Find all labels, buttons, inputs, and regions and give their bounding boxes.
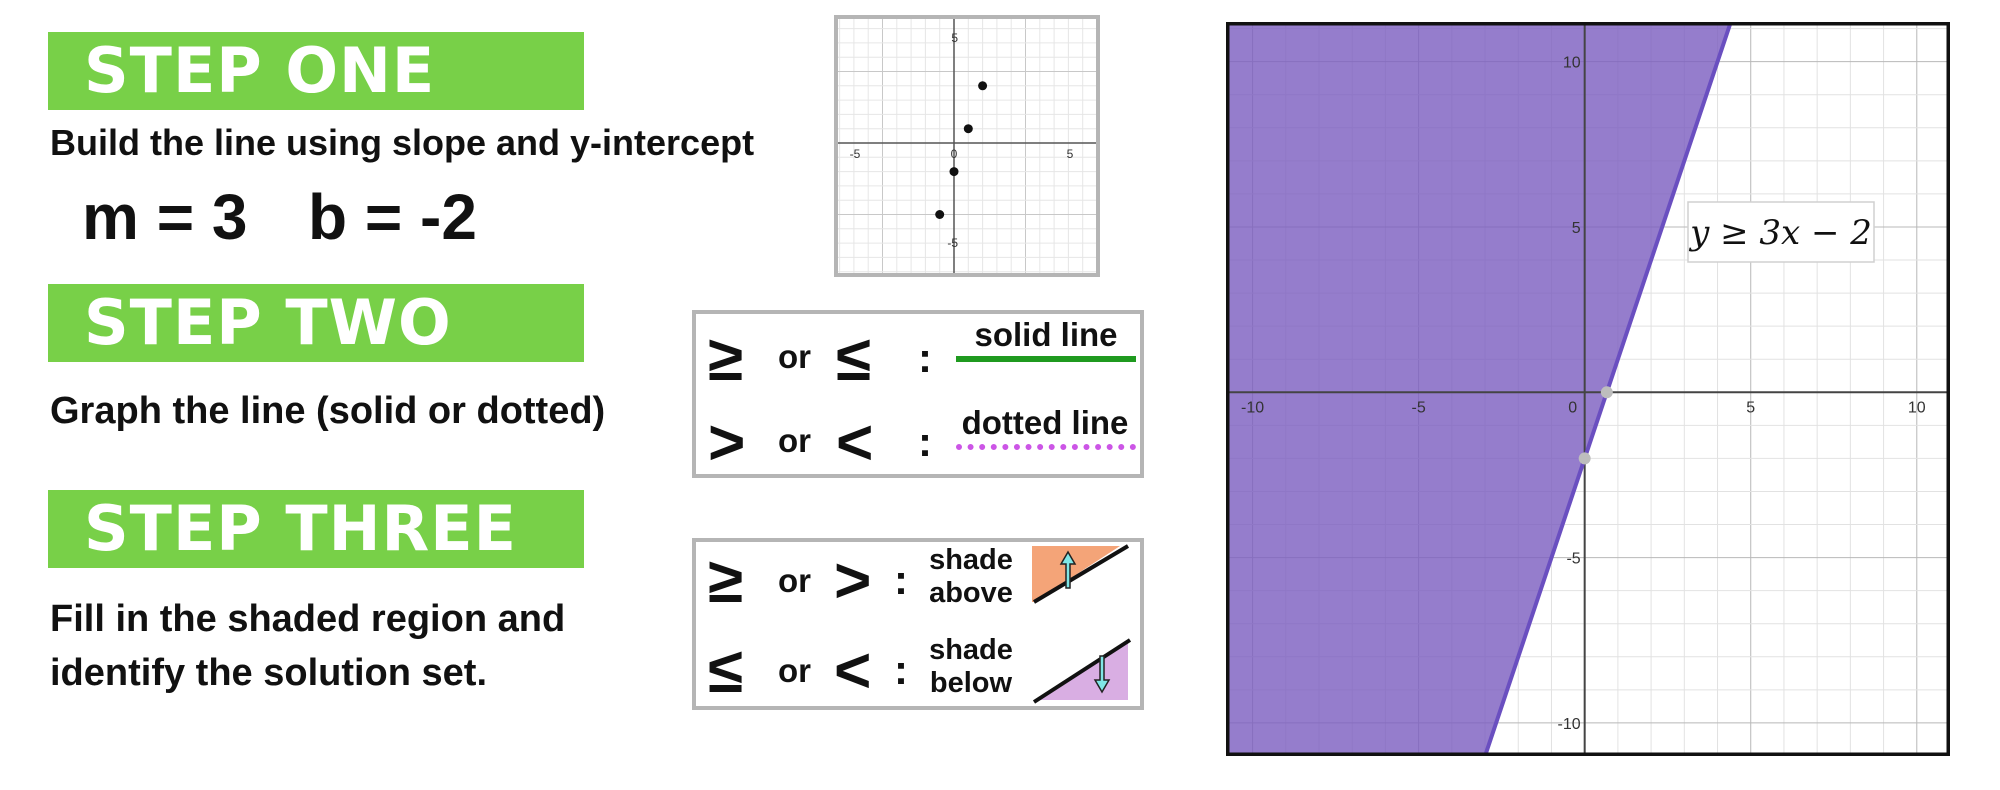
small-tick-x-0: 0 [951, 147, 958, 161]
shade-below-label: shade below [916, 634, 1026, 700]
tick-y-5: 5 [1572, 220, 1581, 237]
small-graph: -5 0 5 5 -5 [834, 15, 1100, 277]
boundary-point [1600, 386, 1613, 399]
shade-above-label: shade above [916, 544, 1026, 610]
dotted-line-sample [956, 444, 1136, 450]
gt-symbol: > [834, 544, 872, 616]
step-two-banner: STEP TWO [48, 284, 584, 362]
small-tick-x-neg5: -5 [850, 147, 861, 161]
le-symbol: ≤ [708, 634, 744, 706]
step-two-title: STEP TWO [84, 286, 452, 359]
or-label: or [778, 422, 811, 459]
inequality-label: y ≥ 3x − 2 [1688, 213, 1872, 253]
step-three-text-line2: identify the solution set. [50, 652, 488, 694]
ge-symbol: ≥ [708, 544, 744, 616]
small-tick-y-5: 5 [951, 31, 958, 45]
ge-symbol: ≥ [708, 322, 744, 394]
tick-x-neg5: -5 [1412, 399, 1426, 416]
or-label: or [778, 338, 811, 375]
small-graph-point [949, 167, 959, 177]
shade-below-line2: below [929, 667, 1013, 699]
step-one-title: STEP ONE [84, 34, 436, 107]
or-label: or [778, 562, 811, 599]
tick-y-10: 10 [1563, 55, 1581, 72]
shade-above-line2: above [929, 577, 1013, 609]
le-symbol: ≤ [836, 322, 872, 394]
tick-x-5: 5 [1746, 399, 1755, 416]
shade-direction-box: ≥ or > : shade above ≤ or < : shade belo… [692, 538, 1144, 710]
colon: : [894, 556, 908, 603]
small-graph-point [978, 81, 988, 91]
tick-x-10: 10 [1908, 399, 1926, 416]
shade-below-icon [1032, 638, 1132, 704]
tick-y-neg5: -5 [1566, 551, 1580, 568]
colon: : [918, 418, 932, 465]
shade-below-line1: shade [929, 634, 1013, 666]
solid-line-label: solid line [974, 316, 1118, 353]
small-tick-y-neg5: -5 [947, 236, 958, 250]
shade-above-line1: shade [929, 544, 1013, 576]
step-three-title: STEP THREE [84, 492, 517, 565]
tick-x-0: 0 [1568, 399, 1577, 416]
shade-above-icon [1032, 544, 1130, 604]
colon: : [918, 334, 932, 381]
lt-symbol: < [834, 634, 872, 706]
solid-line-sample [956, 356, 1136, 362]
step-two-text: Graph the line (solid or dotted) [50, 390, 606, 432]
small-graph-point [935, 210, 945, 219]
gt-symbol: > [708, 406, 746, 478]
step-one-text: Build the line using slope and y-interce… [50, 122, 755, 163]
lt-symbol: < [836, 406, 874, 478]
dotted-line-label: dotted line [961, 404, 1129, 441]
small-graph-point [963, 124, 973, 134]
step-three-banner: STEP THREE [48, 490, 584, 568]
inequality-label-box [1687, 201, 1875, 263]
intercept-equation: b = -2 [308, 181, 477, 253]
step-one-banner: STEP ONE [48, 32, 584, 110]
or-label: or [778, 652, 811, 689]
main-graph: -10 -5 0 5 10 10 5 -5 -10 y ≥ 3x − 2 [1226, 22, 1950, 756]
small-tick-x-5: 5 [1067, 147, 1074, 161]
line-style-box: ≥ or ≤ : solid line > or < : dotted line [692, 310, 1144, 478]
tick-x-neg10: -10 [1241, 399, 1264, 416]
shaded-solution-region [1229, 25, 1730, 753]
colon: : [894, 646, 908, 693]
step-three-text-line1: Fill in the shaded region and [50, 598, 566, 640]
boundary-point [1578, 452, 1591, 465]
tick-y-neg10: -10 [1558, 716, 1581, 733]
slope-equation: m = 3 [82, 181, 248, 253]
